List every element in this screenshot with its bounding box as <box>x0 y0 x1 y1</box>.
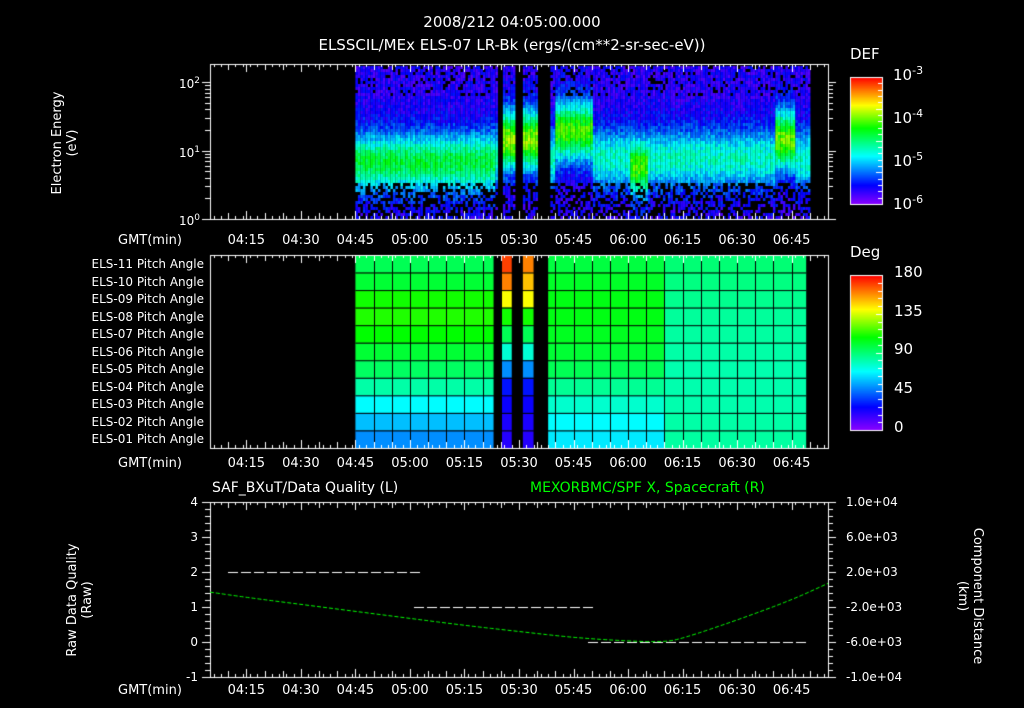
time-tick-label: 05:30 <box>500 683 538 698</box>
panel3-title-left: SAF_BXuT/Data Quality (L) <box>212 480 399 496</box>
time-tick-label: 05:45 <box>554 683 593 698</box>
def-tick-label: 10-5 <box>893 150 924 170</box>
pitch-angle-row-label: ELS-09 Pitch Angle <box>91 292 204 307</box>
energy-tick-label: 102 <box>178 76 200 91</box>
time-tick-label: 06:00 <box>609 456 647 471</box>
pitch-angle-row-label: ELS-08 Pitch Angle <box>91 309 204 324</box>
time-tick-label: 05:15 <box>445 683 484 698</box>
deg-tick-label: 45 <box>894 379 914 398</box>
time-tick-label: 05:00 <box>391 233 429 248</box>
time-tick-label: 04:15 <box>227 233 266 248</box>
time-tick-label: 04:45 <box>336 233 375 248</box>
time-tick-label: 06:00 <box>609 233 647 248</box>
time-tick-label: 06:15 <box>663 456 702 471</box>
plot-timestamp: 2008/212 04:05:00.000 <box>423 13 601 31</box>
time-tick-label: 05:15 <box>445 456 484 471</box>
deg-tick-label: 0 <box>894 417 904 436</box>
time-tick-label: 05:45 <box>554 233 593 248</box>
deg-tick-label: 180 <box>894 263 923 281</box>
panel1-colorbar-title: DEF <box>850 45 880 63</box>
distance-tick-label: -2.0e+03 <box>846 600 903 614</box>
panel3-title-right: MEXORBMC/SPF X, Spacecraft (R) <box>530 480 765 496</box>
time-tick-label: 04:45 <box>336 456 375 471</box>
pitch-angle-row-label: ELS-10 Pitch Angle <box>91 274 204 289</box>
time-tick-label: 05:30 <box>500 456 538 471</box>
time-tick-label: 06:15 <box>663 233 702 248</box>
pitch-angle-row-label: ELS-01 Pitch Angle <box>91 432 204 447</box>
energy-tick-label: 100 <box>178 213 200 228</box>
energy-tick-label: 101 <box>178 144 200 160</box>
deg-tick-label: 135 <box>894 301 923 320</box>
panel3-ylabel-right: Component Distance (km) <box>955 516 985 676</box>
time-tick-label: 05:00 <box>391 456 429 471</box>
time-tick-label: 06:45 <box>772 456 811 471</box>
deg-tick-label: 90 <box>894 340 914 359</box>
pitch-angle-row-label: ELS-02 Pitch Angle <box>91 414 204 429</box>
time-tick-label: 05:00 <box>391 683 429 698</box>
time-tick-label: 04:15 <box>227 456 266 471</box>
def-tick-label: 10-4 <box>893 107 924 127</box>
plot-title: ELSSCIL/MEx ELS-07 LR-Bk (ergs/(cm**2-sr… <box>318 36 706 54</box>
def-tick-label: 10-6 <box>893 193 924 213</box>
distance-tick-label: 6.0e+03 <box>846 530 898 544</box>
quality-tick-label: -1 <box>186 670 198 684</box>
panel3-ylabel-right-line2: (km) <box>955 580 970 612</box>
pitch-angle-row-label: ELS-03 Pitch Angle <box>91 397 204 412</box>
quality-tick-label: 0 <box>190 635 198 649</box>
time-tick-label: 05:45 <box>554 456 593 471</box>
time-tick-label: 04:30 <box>282 233 320 248</box>
time-tick-label: 06:45 <box>772 683 811 698</box>
time-tick-label: 06:30 <box>718 683 756 698</box>
pitch-angle-row-label: ELS-06 Pitch Angle <box>91 344 204 359</box>
time-tick-label: 06:30 <box>718 456 756 471</box>
pitch-angle-row-label: ELS-05 Pitch Angle <box>91 362 204 377</box>
time-tick-label: 05:15 <box>445 233 484 248</box>
time-tick-label: 06:30 <box>718 233 756 248</box>
time-tick-label: 06:00 <box>609 683 647 698</box>
panel2-xlabel: GMT(min) <box>118 456 182 471</box>
panel3-xlabel: GMT(min) <box>118 683 182 698</box>
panel2-colorbar-title: Deg <box>850 243 881 261</box>
quality-tick-label: 3 <box>190 530 198 544</box>
time-tick-label: 04:15 <box>227 683 266 698</box>
time-tick-label: 06:15 <box>663 683 702 698</box>
time-tick-label: 06:45 <box>772 233 811 248</box>
def-tick-label: 10-3 <box>893 64 924 84</box>
distance-tick-label: 2.0e+03 <box>846 565 898 579</box>
time-tick-label: 04:30 <box>282 683 320 698</box>
quality-tick-label: 4 <box>190 495 198 509</box>
time-tick-label: 04:30 <box>282 456 320 471</box>
distance-tick-label: -6.0e+03 <box>846 635 903 649</box>
panel1-xlabel: GMT(min) <box>118 233 182 248</box>
quality-tick-label: 1 <box>190 600 198 614</box>
panel3-ylabel-right-line1: Component Distance <box>970 527 985 665</box>
pitch-angle-row-label: ELS-04 Pitch Angle <box>91 379 204 394</box>
distance-tick-label: -1.0e+04 <box>846 670 903 684</box>
quality-tick-label: 2 <box>190 565 198 579</box>
time-tick-label: 04:45 <box>336 683 375 698</box>
distance-tick-label: 1.0e+04 <box>846 495 898 509</box>
pitch-angle-row-label: ELS-07 Pitch Angle <box>91 327 204 342</box>
time-tick-label: 05:30 <box>500 233 538 248</box>
pitch-angle-row-label: ELS-11 Pitch Angle <box>91 257 204 271</box>
